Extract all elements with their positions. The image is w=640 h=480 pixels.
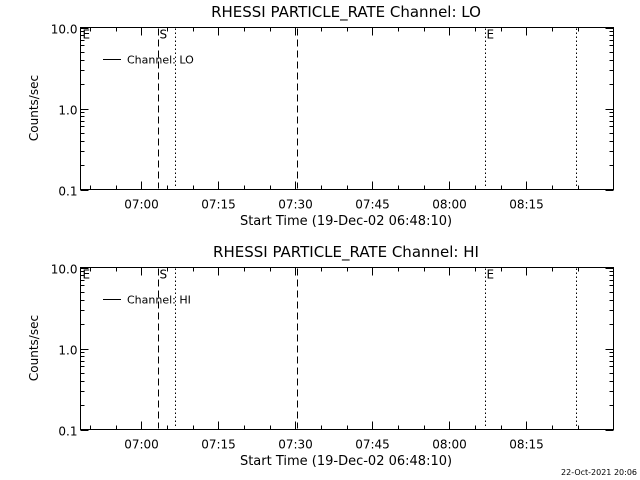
y-axis-label-lo: Counts/sec xyxy=(27,75,41,141)
y-axis-label-hi: Counts/sec xyxy=(27,315,41,381)
event-label: E xyxy=(83,28,91,42)
footer-timestamp: 22-Oct-2021 20:06 xyxy=(561,468,637,477)
x-axis-label-hi: Start Time (19-Dec-02 06:48:10) xyxy=(240,454,452,469)
y-tick-label: 1.0 xyxy=(58,104,77,118)
legend-label-hi: Channel: HI xyxy=(127,294,191,307)
event-label: E xyxy=(83,268,91,282)
event-label: S xyxy=(160,28,168,42)
x-tick-label: 07:00 xyxy=(124,198,159,212)
event-label: E xyxy=(487,268,495,282)
chart-panel-hi: RHESSI PARTICLE_RATE Channel: HI Counts/… xyxy=(27,243,614,469)
legend-lo: Channel: LO xyxy=(103,54,194,67)
x-tick-label: 07:30 xyxy=(278,438,313,452)
x-axis-label-lo: Start Time (19-Dec-02 06:48:10) xyxy=(240,214,452,229)
x-tick-label: 08:00 xyxy=(432,438,467,452)
event-label: E xyxy=(487,28,495,42)
chart-title-lo: RHESSI PARTICLE_RATE Channel: LO xyxy=(211,3,481,22)
x-tick-label: 07:15 xyxy=(201,438,236,452)
legend-hi: Channel: HI xyxy=(103,294,191,307)
y-ticks-lo: 0.1 1.0 10.0 xyxy=(51,23,614,199)
x-ticks-lo: 07:00 07:15 07:30 07:45 08:00 08:15 xyxy=(90,27,579,212)
y-tick-label: 1.0 xyxy=(58,344,77,358)
y-tick-label: 10.0 xyxy=(51,23,78,37)
y-ticks-hi: 0.1 1.0 10.0 xyxy=(51,263,614,439)
chart-panel-lo: RHESSI PARTICLE_RATE Channel: LO Counts/… xyxy=(27,3,614,229)
y-tick-label: 0.1 xyxy=(58,425,77,439)
event-label: S xyxy=(160,268,168,282)
x-tick-label: 07:30 xyxy=(278,198,313,212)
x-tick-label: 08:15 xyxy=(509,438,544,452)
x-tick-label: 07:15 xyxy=(201,198,236,212)
y-tick-label: 10.0 xyxy=(51,263,78,277)
x-tick-label: 07:45 xyxy=(355,198,390,212)
x-ticks-hi: 07:00 07:15 07:30 07:45 08:00 08:15 xyxy=(90,267,579,452)
x-tick-label: 07:45 xyxy=(355,438,390,452)
plot-frame-hi xyxy=(80,267,614,430)
plot-frame-lo xyxy=(80,27,614,190)
y-tick-label: 0.1 xyxy=(58,185,77,199)
x-tick-label: 08:00 xyxy=(432,198,467,212)
legend-label-lo: Channel: LO xyxy=(127,54,194,67)
x-tick-label: 08:15 xyxy=(509,198,544,212)
chart-title-hi: RHESSI PARTICLE_RATE Channel: HI xyxy=(213,243,479,262)
x-tick-label: 07:00 xyxy=(124,438,159,452)
